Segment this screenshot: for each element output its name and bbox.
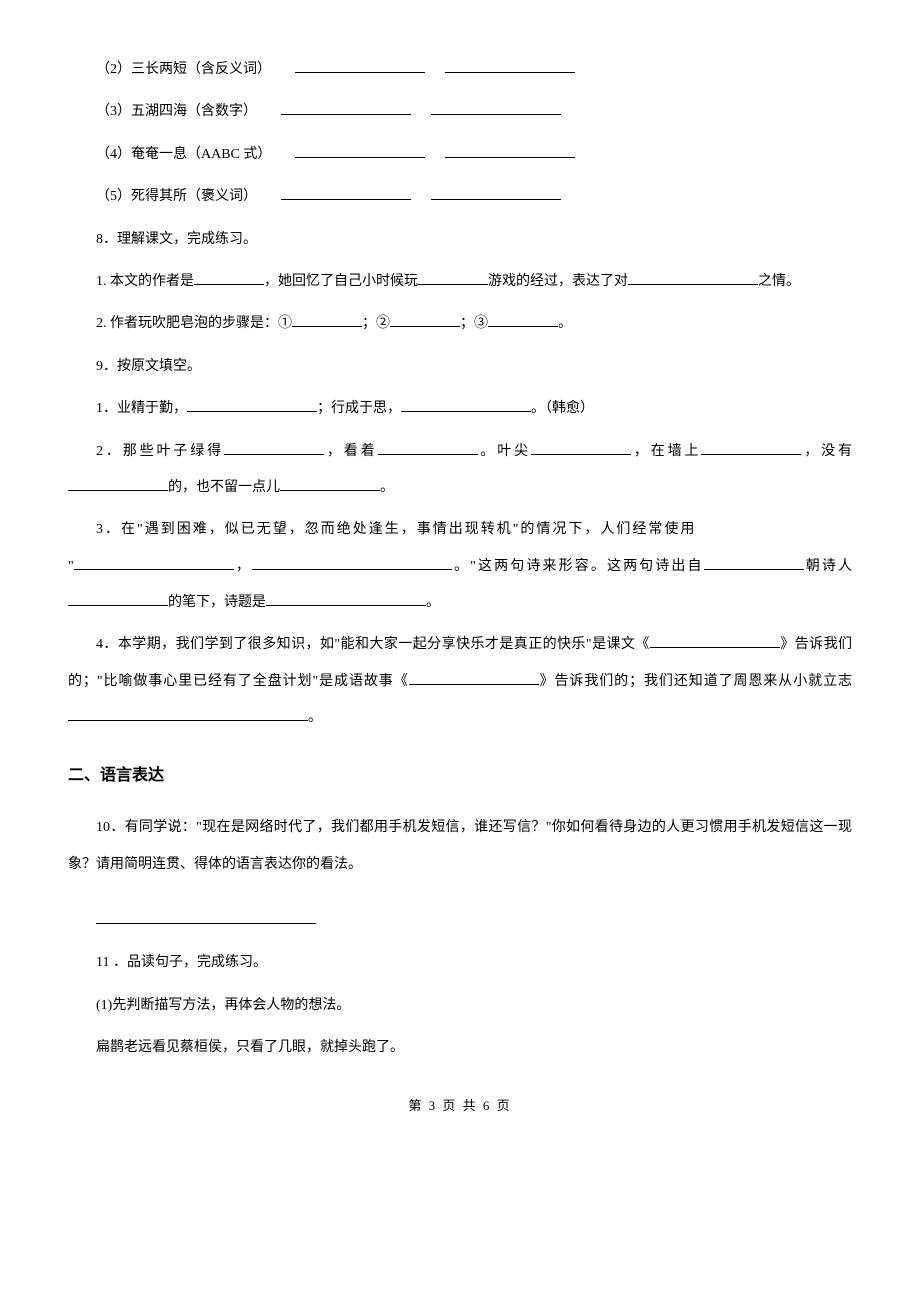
text: ；行成于思，: [317, 401, 401, 416]
q7-item-4: （4）奄奄一息（AABC 式）: [68, 137, 852, 173]
text: 》告诉我们的；我们还知道了周恩来从小就立志: [539, 674, 852, 689]
q7-item-2: （2）三长两短（含反义词）: [68, 52, 852, 88]
q10-text: 10．有同学说："现在是网络时代了，我们都用手机发短信，谁还写信？"你如何看待身…: [68, 810, 852, 883]
blank: [68, 589, 168, 606]
blank: [445, 56, 575, 73]
text: 2．那些叶子绿得: [96, 444, 224, 459]
text: 游戏的经过，表达了对: [488, 274, 628, 289]
text: 1．业精于勤，: [96, 401, 187, 416]
text: 1. 本文的作者是: [96, 274, 194, 289]
text: 2. 作者玩吹肥皂泡的步骤是：①: [96, 316, 292, 331]
blank: [68, 704, 308, 721]
blank: [266, 589, 426, 606]
q9-line3: 3．在"遇到困难，似已无望，忽而绝处逢生，事情出现转机"的情况下，人们经常使用 …: [68, 512, 852, 621]
text: ，没有: [801, 444, 852, 459]
text: ，在墙上: [631, 444, 701, 459]
blank: [650, 632, 780, 649]
text: 。: [308, 710, 322, 725]
text: 。: [426, 595, 440, 610]
q7-item-5: （5）死得其所（褒义词）: [68, 179, 852, 215]
blank: [295, 141, 425, 158]
blank: [96, 907, 316, 924]
q8-line1: 1. 本文的作者是 ，她回忆了自己小时候玩 游戏的经过，表达了对 之情。: [68, 264, 852, 300]
blank: [280, 474, 380, 491]
blank: [295, 56, 425, 73]
q7-item-label: 五湖四海（含数字）: [131, 104, 257, 119]
q7-item-label: 奄奄一息（AABC 式）: [131, 147, 271, 162]
blank: [390, 311, 460, 328]
text: 。叶尖: [478, 444, 532, 459]
q8-header: 8．理解课文，完成练习。: [68, 222, 852, 258]
document-content: （2）三长两短（含反义词） （3）五湖四海（含数字） （4）奄奄一息（AABC …: [68, 52, 852, 1067]
text: ；③: [460, 316, 488, 331]
blank: [224, 438, 324, 455]
blank: [531, 438, 631, 455]
q10-answer-line: [68, 903, 852, 939]
text: 3．在"遇到困难，似已无望，忽而绝处逢生，事情出现转机"的情况下，人们经常使用: [96, 522, 696, 537]
q9-line4: 4．本学期，我们学到了很多知识，如"能和大家一起分享快乐才是真正的快乐"是课文《…: [68, 627, 852, 736]
text: 10．有同学说："现在是网络时代了，我们都用手机发短信，谁还写信？"你如何看待身…: [68, 820, 852, 871]
blank: [409, 668, 539, 685]
text: ，她回忆了自己小时候玩: [264, 274, 418, 289]
text: 的，也不留一点儿: [168, 480, 280, 495]
text: ，: [234, 559, 252, 574]
q8-line2: 2. 作者玩吹肥皂泡的步骤是：① ；② ；③ 。: [68, 306, 852, 342]
q11-sub1: (1)先判断描写方法，再体会人物的想法。: [68, 988, 852, 1024]
blank: [431, 99, 561, 116]
text: 。: [380, 480, 394, 495]
blank: [431, 183, 561, 200]
text: 的笔下，诗题是: [168, 595, 266, 610]
q7-item-num: （4）: [96, 147, 131, 162]
text: ；②: [362, 316, 390, 331]
blank: [418, 268, 488, 285]
blank: [704, 553, 804, 570]
q11-text: 扁鹊老远看见蔡桓侯，只看了几眼，就掉头跑了。: [68, 1030, 852, 1066]
blank: [68, 474, 168, 491]
blank: [252, 553, 452, 570]
q7-item-num: （5）: [96, 189, 131, 204]
q7-item-3: （3）五湖四海（含数字）: [68, 94, 852, 130]
text: 。: [558, 316, 572, 331]
blank: [187, 395, 317, 412]
q7-item-label: 三长两短（含反义词）: [131, 62, 271, 77]
q9-line1: 1．业精于勤， ；行成于思， 。（韩愈）: [68, 391, 852, 427]
blank: [701, 438, 801, 455]
section-2-title: 二、语言表达: [68, 755, 852, 797]
q7-item-num: （2）: [96, 62, 131, 77]
text: 之情。: [758, 274, 800, 289]
blank: [281, 99, 411, 116]
blank: [445, 141, 575, 158]
blank: [281, 183, 411, 200]
text: 4．本学期，我们学到了很多知识，如"能和大家一起分享快乐才是真正的快乐"是课文《: [96, 637, 650, 652]
blank: [194, 268, 264, 285]
q7-item-num: （3）: [96, 104, 131, 119]
text: 。（韩愈）: [531, 401, 594, 416]
blank: [628, 268, 758, 285]
q9-header: 9．按原文填空。: [68, 349, 852, 385]
q7-item-label: 死得其所（褒义词）: [131, 189, 257, 204]
blank: [401, 395, 531, 412]
q9-line2: 2．那些叶子绿得 ，看着 。叶尖 ，在墙上 ，没有的，也不留一点儿 。: [68, 434, 852, 507]
text: ，看着: [324, 444, 378, 459]
page-footer: 第 3 页 共 6 页: [68, 1095, 852, 1114]
q11-header: 11 ．品读句子，完成练习。: [68, 945, 852, 981]
blank: [292, 311, 362, 328]
text: 朝诗人: [804, 559, 852, 574]
blank: [378, 438, 478, 455]
text: 。"这两句诗来形容。这两句诗出自: [452, 559, 704, 574]
blank: [74, 553, 234, 570]
blank: [488, 311, 558, 328]
